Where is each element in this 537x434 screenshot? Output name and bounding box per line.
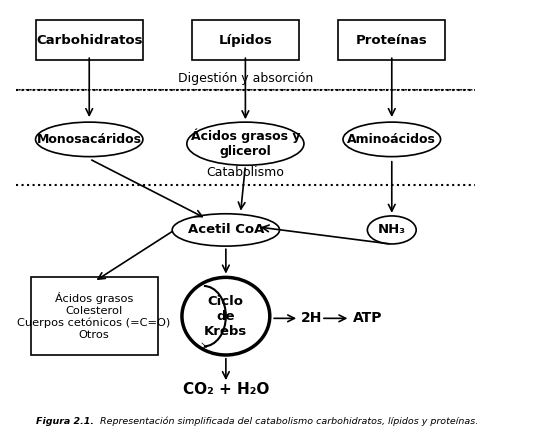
Text: Ciclo
de
Krebs: Ciclo de Krebs	[204, 295, 248, 338]
Text: Monosacáridos: Monosacáridos	[37, 133, 142, 146]
Text: Lípidos: Lípidos	[219, 34, 272, 47]
Text: Carbohidratos: Carbohidratos	[36, 34, 142, 47]
Text: Representación simplificada del catabolismo carbohidratos, lípidos y proteínas.: Representación simplificada del cataboli…	[97, 417, 478, 426]
FancyBboxPatch shape	[338, 20, 446, 60]
Text: Proteínas: Proteínas	[356, 34, 427, 47]
FancyBboxPatch shape	[192, 20, 299, 60]
FancyBboxPatch shape	[35, 20, 143, 60]
Text: Ácidos grasos
Colesterol
Cuerpos cetónicos (=C=O)
Otros: Ácidos grasos Colesterol Cuerpos cetónic…	[18, 293, 171, 340]
Text: Digestión y absorción: Digestión y absorción	[178, 72, 313, 85]
Text: Catabolismo: Catabolismo	[206, 167, 284, 180]
Ellipse shape	[35, 122, 143, 157]
Ellipse shape	[367, 216, 416, 244]
Circle shape	[182, 277, 270, 355]
Text: Aminoácidos: Aminoácidos	[347, 133, 436, 146]
Ellipse shape	[187, 122, 304, 165]
Ellipse shape	[343, 122, 440, 157]
Text: Ácidos grasos y
glicerol: Ácidos grasos y glicerol	[191, 129, 300, 158]
Text: ATP: ATP	[353, 311, 382, 326]
Text: 2H: 2H	[301, 311, 322, 326]
FancyBboxPatch shape	[31, 277, 157, 355]
Text: NH₃: NH₃	[378, 224, 406, 237]
Text: CO₂ + H₂O: CO₂ + H₂O	[183, 382, 269, 397]
Text: Figura 2.1.: Figura 2.1.	[35, 417, 93, 426]
Text: Acetil CoA: Acetil CoA	[187, 224, 264, 237]
Ellipse shape	[172, 214, 280, 246]
